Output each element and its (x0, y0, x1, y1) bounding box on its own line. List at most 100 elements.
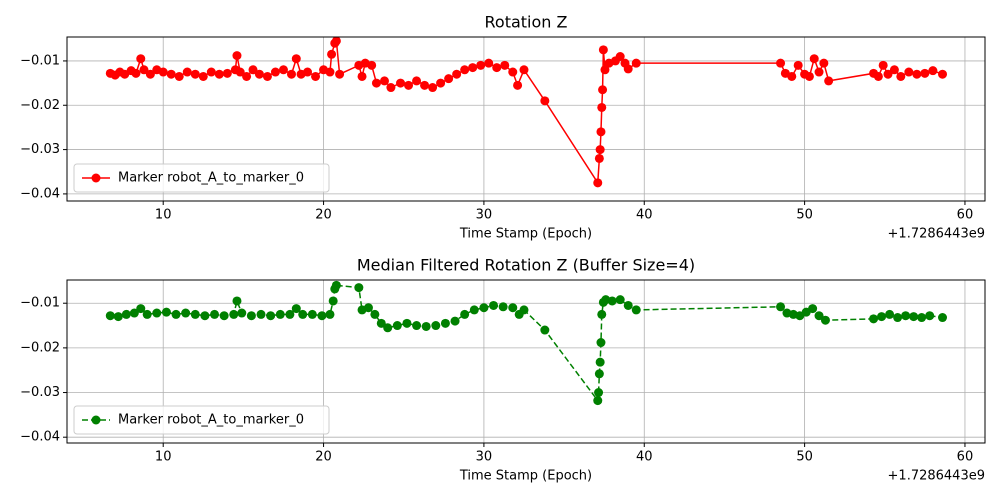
data-point (519, 65, 529, 75)
data-point (814, 67, 824, 77)
legend-marker (91, 415, 101, 425)
legend-box (73, 405, 330, 435)
data-point (105, 311, 115, 321)
y-tick-label: −0.03 (20, 385, 60, 400)
data-point (142, 309, 152, 319)
data-point (476, 60, 486, 70)
data-point (303, 67, 313, 77)
data-point (469, 305, 479, 315)
data-point (596, 127, 606, 137)
data-point (452, 69, 462, 79)
data-point (500, 60, 510, 70)
data-point (331, 36, 341, 46)
data-point (317, 311, 327, 321)
data-point (623, 64, 633, 74)
data-point (286, 69, 296, 79)
data-point (479, 303, 489, 313)
data-point (278, 65, 288, 75)
data-point (824, 76, 834, 86)
data-point (598, 85, 608, 95)
data-point (291, 54, 301, 64)
x-axis-label: Time Stamp (Epoch) (459, 469, 592, 484)
data-point (420, 80, 430, 90)
data-point (161, 307, 171, 317)
data-point (593, 396, 603, 406)
data-point (285, 309, 295, 319)
data-point (904, 67, 914, 77)
x-tick-label: 10 (155, 208, 172, 223)
data-point (307, 309, 317, 319)
data-point (793, 60, 803, 70)
data-point (237, 308, 247, 318)
data-point (181, 308, 191, 318)
data-point (877, 312, 887, 322)
plot-frame (66, 36, 986, 202)
data-point (594, 369, 604, 379)
x-tick-label: 60 (957, 208, 974, 223)
data-point (412, 321, 422, 331)
data-point (484, 58, 494, 68)
y-tick-label: −0.02 (20, 98, 60, 113)
data-point (190, 69, 200, 79)
data-point (232, 51, 242, 61)
data-point (912, 69, 922, 79)
data-point (820, 315, 830, 325)
y-tick-label: −0.01 (20, 296, 60, 311)
x-tick-label: 40 (636, 450, 653, 465)
data-point (893, 313, 903, 323)
data-point (804, 71, 814, 81)
data-point (776, 302, 786, 312)
data-point (254, 69, 264, 79)
data-point (920, 68, 930, 78)
data-point (182, 67, 192, 77)
data-point (386, 83, 396, 93)
data-point (412, 76, 422, 86)
data-point (450, 316, 460, 326)
data-point (776, 58, 786, 68)
data-point (928, 66, 938, 76)
legend-label: Marker robot_A_to_marker_0 (118, 413, 304, 428)
data-point (540, 325, 550, 335)
data-point (210, 309, 220, 319)
data-point (883, 69, 893, 79)
data-point (594, 153, 604, 163)
data-point (136, 304, 146, 314)
x-axis-label: Time Stamp (Epoch) (459, 227, 592, 242)
data-point (171, 309, 181, 319)
x-tick-label: 20 (315, 208, 332, 223)
data-point (392, 321, 402, 331)
data-point (787, 71, 797, 81)
data-point (896, 71, 906, 81)
data-point (909, 312, 919, 322)
data-point (158, 67, 168, 77)
data-point (600, 65, 610, 75)
x-tick-label: 50 (796, 450, 813, 465)
data-point (492, 63, 502, 73)
legend-box (73, 163, 330, 193)
data-point (262, 71, 272, 81)
data-point (878, 60, 888, 70)
data-point (508, 303, 518, 313)
data-point (198, 71, 208, 81)
data-point (440, 318, 450, 328)
data-point (938, 69, 948, 79)
data-point (595, 357, 605, 367)
data-point (428, 83, 438, 93)
data-point (270, 67, 280, 77)
chart-title: Median Filtered Rotation Z (Buffer Size=… (357, 256, 695, 275)
data-point (152, 308, 162, 318)
plot-frame (66, 279, 986, 444)
data-point (331, 280, 341, 290)
data-point (242, 71, 252, 81)
y-tick-label: −0.04 (20, 430, 60, 445)
data-point (607, 296, 617, 306)
data-point (631, 58, 641, 68)
data-point (136, 54, 146, 64)
data-point (597, 102, 607, 112)
x-tick-label: 20 (315, 450, 332, 465)
data-point (594, 388, 604, 398)
data-point (460, 309, 470, 319)
data-point (889, 65, 899, 75)
data-point (631, 305, 641, 315)
